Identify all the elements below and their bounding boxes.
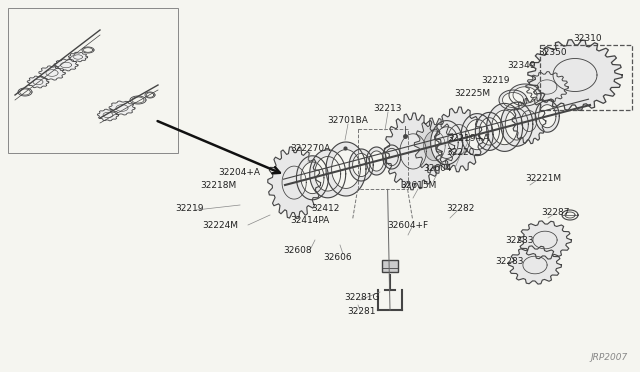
Text: 322270A: 322270A: [290, 144, 330, 153]
Polygon shape: [145, 92, 155, 98]
Polygon shape: [301, 162, 324, 194]
Text: 32414PA: 32414PA: [291, 215, 330, 224]
Polygon shape: [492, 110, 518, 145]
Polygon shape: [414, 118, 454, 174]
Bar: [8, 8, 178, 153]
Text: 32219: 32219: [482, 76, 510, 84]
Text: 32218M: 32218M: [200, 180, 236, 189]
Bar: [358, 129, 408, 189]
Text: 32281: 32281: [348, 308, 376, 317]
Polygon shape: [83, 48, 93, 52]
Polygon shape: [535, 100, 559, 132]
Text: 32221M: 32221M: [525, 173, 561, 183]
Polygon shape: [539, 105, 556, 128]
Polygon shape: [476, 112, 503, 150]
Polygon shape: [349, 149, 373, 181]
Text: 32225M: 32225M: [454, 89, 490, 97]
Polygon shape: [310, 150, 346, 198]
Polygon shape: [97, 109, 118, 121]
Polygon shape: [384, 113, 442, 190]
Polygon shape: [509, 84, 541, 106]
Polygon shape: [132, 97, 144, 103]
Text: 32224M: 32224M: [202, 221, 238, 230]
Polygon shape: [18, 88, 32, 96]
Text: 32701BA: 32701BA: [328, 115, 369, 125]
Polygon shape: [435, 127, 458, 158]
Polygon shape: [109, 101, 135, 115]
Polygon shape: [369, 151, 384, 171]
Polygon shape: [28, 76, 49, 88]
Polygon shape: [130, 96, 146, 104]
Text: 32281G: 32281G: [344, 294, 380, 302]
Polygon shape: [509, 246, 561, 284]
Text: 32349: 32349: [508, 61, 536, 70]
Polygon shape: [431, 121, 463, 164]
Polygon shape: [424, 131, 445, 161]
Polygon shape: [501, 102, 532, 146]
Text: 32606: 32606: [324, 253, 352, 263]
Text: 32604+F: 32604+F: [387, 221, 429, 230]
Text: 32350: 32350: [539, 48, 567, 57]
Text: 32412: 32412: [311, 203, 339, 212]
Polygon shape: [512, 98, 546, 144]
Polygon shape: [525, 72, 568, 102]
Bar: [540, 45, 632, 110]
Text: 32219+A: 32219+A: [447, 134, 489, 142]
Polygon shape: [68, 52, 88, 62]
Polygon shape: [466, 119, 489, 150]
Polygon shape: [502, 93, 524, 108]
Polygon shape: [315, 157, 340, 191]
Polygon shape: [353, 154, 370, 177]
Polygon shape: [268, 147, 321, 218]
Text: 32282: 32282: [446, 203, 474, 212]
Polygon shape: [367, 147, 387, 175]
Polygon shape: [39, 66, 65, 80]
Polygon shape: [82, 47, 94, 53]
Polygon shape: [326, 142, 366, 196]
Polygon shape: [499, 90, 527, 110]
Polygon shape: [461, 113, 493, 155]
Polygon shape: [147, 93, 154, 97]
Polygon shape: [385, 148, 398, 166]
Text: 32287: 32287: [541, 208, 570, 217]
Polygon shape: [486, 103, 523, 151]
Text: 32283: 32283: [496, 257, 524, 266]
Polygon shape: [513, 87, 537, 103]
Text: 32310: 32310: [573, 33, 602, 42]
Polygon shape: [506, 108, 528, 140]
Polygon shape: [479, 118, 499, 145]
Text: 32213: 32213: [374, 103, 403, 112]
Polygon shape: [20, 89, 30, 95]
Text: 32604: 32604: [424, 164, 452, 173]
Polygon shape: [332, 150, 360, 189]
Text: 32615M: 32615M: [400, 180, 436, 189]
Polygon shape: [54, 59, 78, 71]
Polygon shape: [518, 221, 572, 259]
Text: 32608: 32608: [284, 246, 312, 254]
Polygon shape: [435, 107, 483, 172]
Text: 32220: 32220: [446, 148, 474, 157]
Text: 32219: 32219: [175, 203, 204, 212]
Polygon shape: [296, 156, 328, 200]
Text: JRP2007: JRP2007: [591, 353, 628, 362]
Text: 32204+A: 32204+A: [218, 167, 260, 176]
Text: 32283: 32283: [506, 235, 534, 244]
Bar: [382, 260, 398, 272]
Polygon shape: [528, 40, 622, 110]
Polygon shape: [383, 145, 401, 169]
